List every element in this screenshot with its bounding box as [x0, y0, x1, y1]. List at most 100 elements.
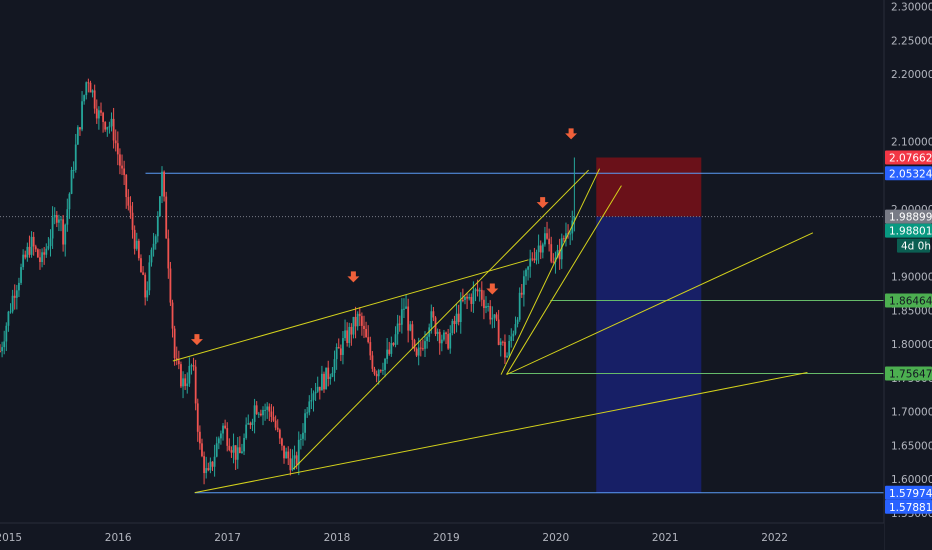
candle-body-212	[445, 332, 447, 335]
candle-body-178	[373, 368, 376, 374]
stop-loss-zone[interactable]	[596, 157, 702, 217]
candle-body-127	[266, 406, 269, 410]
candle-body-220	[461, 299, 464, 301]
candle-body-59	[123, 168, 126, 175]
candle-body-84	[175, 358, 178, 361]
y-tick-label-5: 1.90000	[891, 272, 932, 284]
candle-body-194	[407, 306, 410, 331]
trend-line-5[interactable]	[500, 168, 600, 375]
candle-body-160	[335, 347, 338, 360]
candle-body-68	[142, 272, 144, 275]
candle-body-225	[472, 290, 475, 304]
candle-body-186	[390, 343, 393, 354]
candle-body-260	[546, 233, 548, 239]
candle-body-214	[449, 333, 452, 349]
trend-line-1[interactable]	[194, 372, 808, 494]
candle-body-24	[49, 238, 52, 247]
candle-body-111	[232, 445, 235, 453]
candle-body-49	[102, 112, 104, 122]
candle-body-30	[62, 219, 65, 245]
candle-body-229	[480, 289, 483, 300]
candle-body-159	[333, 359, 336, 374]
candle-body-52	[108, 126, 111, 128]
trend-line-0[interactable]	[172, 259, 529, 362]
candle-body-258	[541, 244, 544, 253]
candle-body-113	[236, 447, 239, 460]
candle-body-253	[531, 258, 534, 260]
candle-body-44	[91, 90, 94, 93]
candle-body-77	[161, 171, 163, 197]
candle-body-128	[268, 406, 271, 412]
candle-body-162	[339, 348, 342, 355]
candle-body-208	[436, 331, 439, 334]
candle-body-107	[224, 425, 227, 429]
trend-line-4[interactable]	[506, 185, 622, 375]
candle-body-67	[140, 258, 142, 273]
candle-body-58	[121, 165, 123, 169]
candle-body-152	[318, 386, 321, 391]
trend-line-2[interactable]	[292, 169, 589, 470]
candle-body-146	[306, 412, 309, 414]
candle-body-64	[133, 229, 136, 249]
candle-body-236	[495, 314, 498, 320]
candle-body-53	[110, 118, 113, 127]
plot-area[interactable]	[0, 78, 884, 494]
price-badge-7	[885, 499, 932, 514]
candle-body-3	[5, 325, 8, 342]
candle-body-211	[443, 332, 445, 340]
candle-body-240	[504, 341, 506, 358]
y-tick-label-11: 1.60000	[891, 474, 932, 486]
candle-body-218	[457, 313, 460, 322]
candle-body-123	[257, 413, 260, 415]
trend-line-3[interactable]	[506, 232, 814, 375]
candle-body-231	[485, 306, 487, 308]
candle-body-130	[272, 416, 275, 421]
candle-body-156	[327, 367, 330, 379]
candle-body-27	[55, 214, 58, 223]
candle-body-266	[558, 250, 561, 260]
candle-body-119	[249, 423, 252, 426]
candle-body-101	[211, 461, 214, 467]
candle-body-14	[28, 246, 31, 255]
candle-body-187	[392, 343, 395, 345]
y-tick-label-0: 2.30000	[891, 2, 932, 14]
price-badge-6	[885, 485, 932, 500]
candle-body-241	[506, 355, 508, 358]
price-badge-label-0: 2.07662	[889, 152, 932, 164]
candle-body-106	[222, 425, 224, 434]
candle-body-118	[247, 423, 250, 425]
price-badge-label-5: 1.75647	[889, 369, 932, 381]
candle-body-177	[371, 355, 374, 369]
candle-body-18	[36, 249, 39, 258]
price-axis-panel[interactable]	[884, 0, 932, 550]
candle-body-36	[74, 144, 77, 170]
candle-body-45	[93, 90, 96, 109]
candle-body-138	[289, 458, 292, 471]
candle-body-56	[116, 143, 119, 155]
candle-body-71	[148, 262, 151, 291]
candle-body-26	[53, 214, 56, 218]
down-arrow-marker-icon[interactable]	[190, 334, 203, 346]
candle-body-173	[363, 325, 365, 329]
candle-body-263	[552, 261, 555, 263]
candle-body-12	[24, 254, 27, 258]
candle-body-238	[499, 341, 502, 345]
candle-body-165	[346, 330, 349, 343]
candle-body-166	[348, 326, 351, 343]
time-axis-panel[interactable]	[0, 523, 884, 550]
down-arrow-marker-icon[interactable]	[565, 128, 578, 140]
take-profit-zone[interactable]	[596, 216, 702, 493]
candle-body-13	[26, 246, 29, 258]
candle-body-207	[434, 317, 437, 334]
candle-body-17	[34, 246, 37, 250]
down-arrow-marker-icon[interactable]	[486, 283, 499, 295]
down-arrow-marker-icon[interactable]	[536, 197, 549, 209]
candle-body-132	[276, 427, 279, 430]
y-tick-label-7: 1.80000	[891, 339, 932, 351]
price-badge-label-7: 1.57881	[889, 502, 932, 514]
down-arrow-marker-icon[interactable]	[347, 271, 360, 283]
candle-body-248	[520, 292, 523, 295]
candle-body-221	[464, 296, 466, 301]
candle-body-120	[251, 421, 254, 426]
